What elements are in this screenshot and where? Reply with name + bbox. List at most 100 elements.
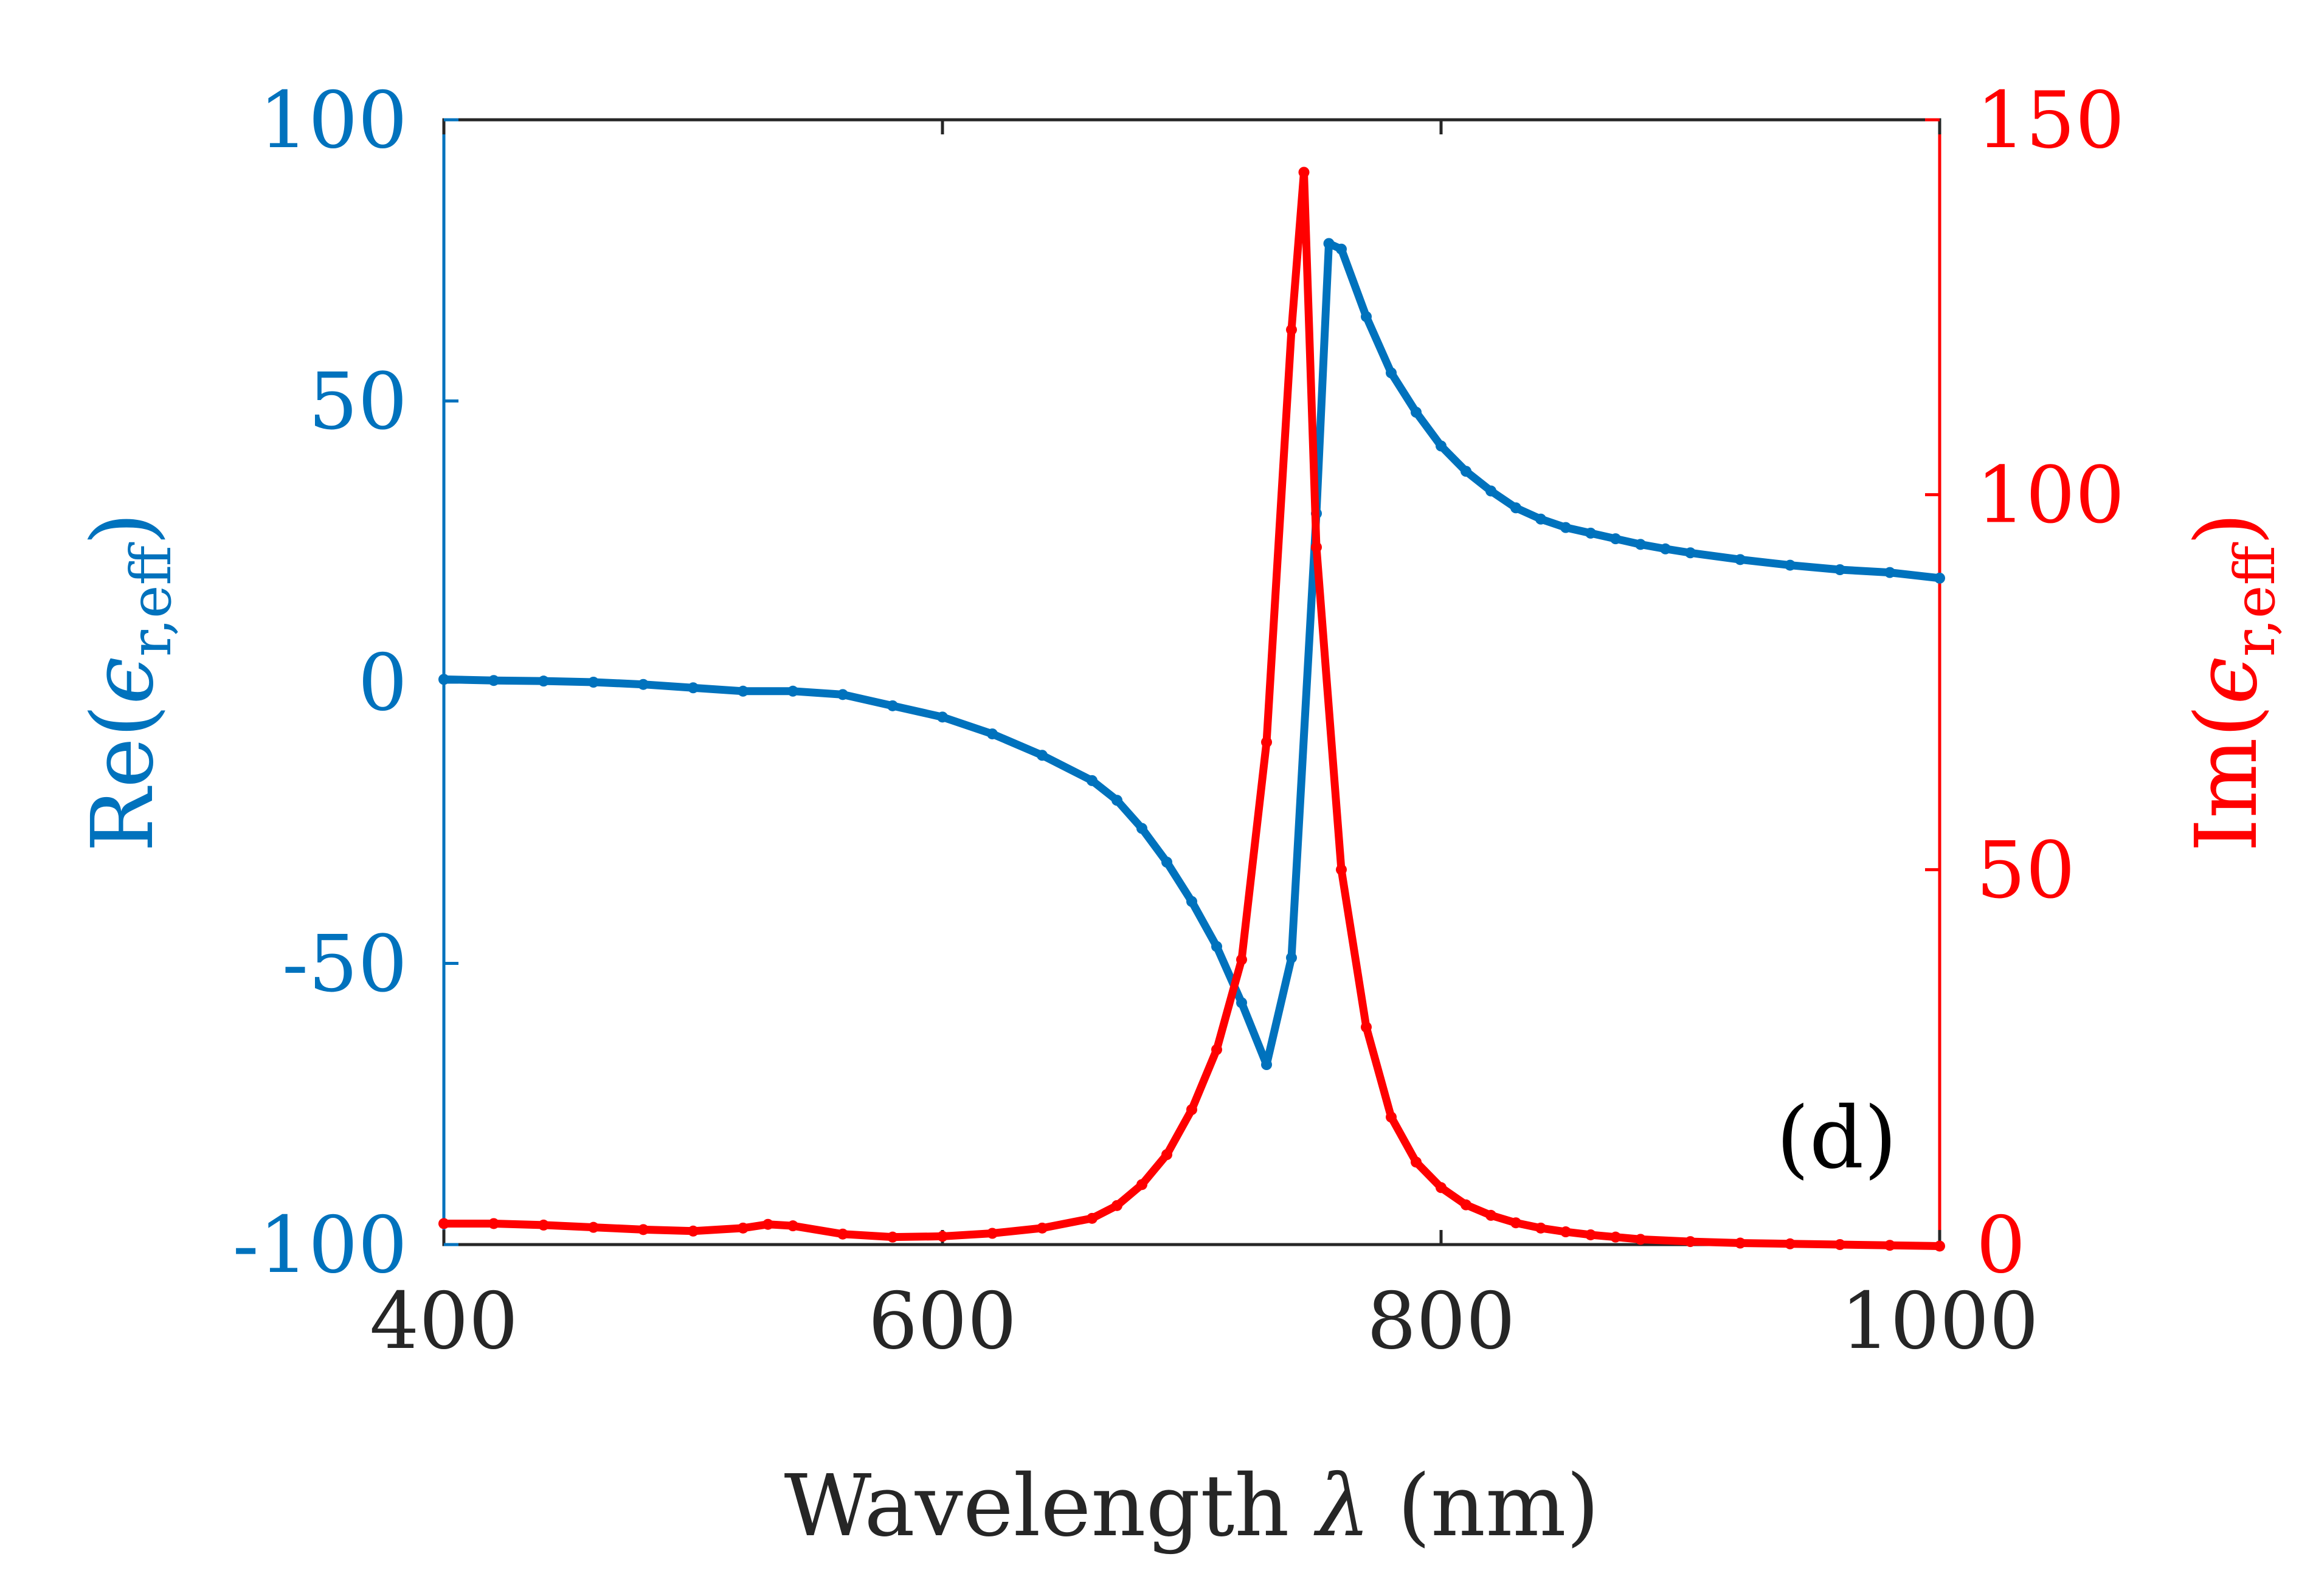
panel-label: (d) bbox=[1776, 1089, 1897, 1188]
data-point-left bbox=[1585, 527, 1596, 539]
data-point-right bbox=[688, 1225, 699, 1237]
left-y-label-prefix: Re( bbox=[74, 705, 173, 852]
left-y-tick-label: 100 bbox=[259, 75, 407, 166]
data-point-left bbox=[1386, 367, 1397, 379]
data-point-left bbox=[1261, 1059, 1272, 1070]
data-point-right bbox=[1136, 1179, 1147, 1190]
left-y-tick-label: -50 bbox=[282, 919, 407, 1010]
data-point-left bbox=[1510, 502, 1521, 514]
data-point-left bbox=[787, 685, 798, 697]
data-point-right bbox=[1610, 1231, 1621, 1243]
data-point-right bbox=[1311, 542, 1322, 553]
data-point-right bbox=[987, 1228, 998, 1239]
right-y-tick-label: 0 bbox=[1976, 1200, 2025, 1291]
data-point-left bbox=[488, 675, 499, 686]
data-point-right bbox=[1087, 1212, 1098, 1224]
data-point-left bbox=[1186, 896, 1197, 907]
data-point-left bbox=[1236, 997, 1247, 1009]
data-point-right bbox=[1411, 1156, 1422, 1168]
data-point-left bbox=[1211, 941, 1222, 952]
data-point-right bbox=[1186, 1104, 1197, 1115]
data-point-left bbox=[588, 677, 599, 688]
data-point-right bbox=[1934, 1240, 1945, 1252]
data-point-left bbox=[1610, 533, 1621, 545]
data-point-right bbox=[1535, 1222, 1546, 1234]
data-point-left bbox=[1323, 238, 1335, 249]
left-y-label-symbol: ϵ bbox=[74, 657, 173, 704]
data-point-left bbox=[1660, 543, 1671, 554]
right-y-tick-label: 100 bbox=[1976, 451, 2124, 541]
data-point-right bbox=[1236, 954, 1247, 966]
data-point-right bbox=[837, 1228, 848, 1240]
data-point-left bbox=[738, 685, 748, 697]
data-point-left bbox=[1336, 243, 1347, 255]
left-y-axis-label: Re(ϵr,eff) bbox=[74, 513, 184, 852]
data-point-left bbox=[1161, 857, 1172, 868]
data-point-right bbox=[1510, 1217, 1521, 1229]
left-y-tick-label: 50 bbox=[308, 357, 407, 447]
data-point-right bbox=[1884, 1240, 1895, 1251]
x-axis-label-unit: (nm) bbox=[1371, 1457, 1600, 1556]
data-point-right bbox=[1635, 1234, 1646, 1245]
data-point-right bbox=[887, 1231, 898, 1243]
data-point-left bbox=[1111, 795, 1122, 806]
data-point-right bbox=[1436, 1182, 1447, 1194]
data-point-left bbox=[688, 682, 699, 694]
x-tick-label: 800 bbox=[1367, 1276, 1515, 1367]
data-point-right bbox=[937, 1231, 948, 1242]
right-y-label-prefix: Im( bbox=[2177, 705, 2277, 852]
right-y-label-symbol: ϵ bbox=[2177, 657, 2277, 704]
data-point-right bbox=[1161, 1149, 1172, 1160]
x-axis-label: Wavelength λ (nm) bbox=[784, 1457, 1600, 1556]
plot-frame bbox=[442, 118, 1941, 1246]
data-point-left bbox=[1361, 311, 1372, 322]
left-y-label-suffix: ) bbox=[74, 513, 173, 546]
data-point-right bbox=[787, 1220, 798, 1232]
series-left bbox=[438, 238, 1945, 1070]
data-point-right bbox=[1785, 1238, 1796, 1249]
data-point-left bbox=[1934, 572, 1945, 584]
left-y-tick-label: -100 bbox=[232, 1200, 407, 1291]
data-point-left bbox=[1411, 407, 1422, 418]
right-y-axis-label: Im(ϵr,eff) bbox=[2177, 513, 2287, 852]
data-point-right bbox=[1735, 1237, 1746, 1249]
data-point-right bbox=[1336, 864, 1347, 876]
data-point-left bbox=[1735, 554, 1746, 565]
data-point-right bbox=[1286, 324, 1297, 336]
data-point-left bbox=[937, 711, 948, 723]
data-point-left bbox=[1037, 750, 1048, 761]
data-point-left bbox=[438, 674, 449, 685]
data-point-left bbox=[1436, 440, 1447, 452]
data-point-right bbox=[1261, 736, 1272, 748]
data-point-right bbox=[1685, 1236, 1696, 1248]
left-y-tick-label: 0 bbox=[358, 638, 407, 728]
data-point-right bbox=[1386, 1111, 1397, 1123]
data-point-right bbox=[1585, 1229, 1596, 1240]
data-point-right bbox=[1485, 1209, 1496, 1221]
data-point-right bbox=[1111, 1200, 1122, 1211]
data-point-right bbox=[738, 1222, 748, 1234]
x-tick-label: 600 bbox=[868, 1276, 1017, 1367]
data-point-right bbox=[538, 1219, 549, 1231]
data-point-left bbox=[1535, 513, 1546, 525]
data-point-left bbox=[638, 679, 649, 690]
data-point-left bbox=[1834, 564, 1845, 575]
data-point-left bbox=[538, 675, 549, 687]
right-y-label-suffix: ) bbox=[2177, 513, 2277, 546]
series-right bbox=[438, 167, 1945, 1252]
data-point-right bbox=[762, 1218, 773, 1230]
data-point-left bbox=[1136, 823, 1147, 834]
data-point-right bbox=[1834, 1239, 1845, 1250]
data-point-left bbox=[1635, 539, 1646, 550]
series-layer bbox=[438, 167, 1945, 1252]
data-point-left bbox=[1685, 547, 1696, 559]
right-y-tick-label: 150 bbox=[1976, 75, 2124, 166]
data-point-left bbox=[887, 700, 898, 711]
data-point-left bbox=[1286, 952, 1297, 964]
data-point-right bbox=[1560, 1226, 1571, 1238]
right-y-tick-label: 50 bbox=[1976, 825, 2075, 916]
x-axis-label-symbol: λ bbox=[1313, 1457, 1371, 1556]
data-point-left bbox=[1884, 567, 1895, 578]
